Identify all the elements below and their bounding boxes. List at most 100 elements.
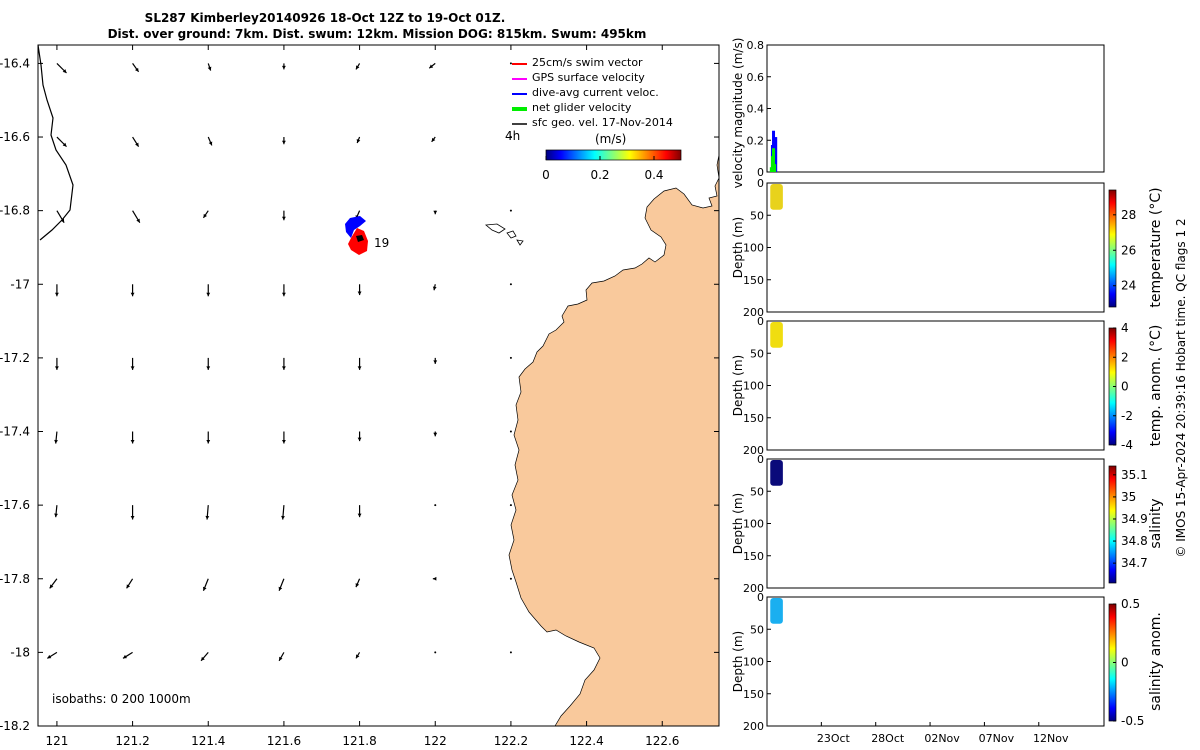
map-frame — [37, 44, 720, 727]
map-y-tick-label: -16.6 — [0, 130, 30, 144]
depth-y-tick-label: 50 — [750, 485, 764, 498]
geo-vector — [132, 136, 140, 147]
velocity-panel-frame — [766, 44, 1105, 173]
legend-entry-swim: 25cm/s swim vector — [512, 56, 643, 69]
map-y-tick-label: -17.6 — [0, 498, 30, 512]
depth-y-tick-label: 200 — [743, 720, 764, 733]
depth-panel-frame — [766, 182, 1105, 313]
geo-vector — [433, 431, 438, 437]
geo-vector — [207, 136, 213, 146]
colorbar-tick-label: 24 — [1121, 279, 1136, 293]
map-x-tick-label: 121.2 — [115, 734, 149, 748]
geo-vector — [356, 136, 361, 144]
legend-geo-label: sfc geo. vel. 17-Nov-2014 — [532, 116, 673, 129]
land-mass — [509, 155, 719, 726]
geo-vector — [130, 431, 135, 444]
geo-vector — [509, 651, 512, 654]
velocity-ylabel: velocity magnitude (m/s) — [731, 38, 745, 189]
dive-avg-current-marks — [345, 216, 366, 238]
geo-vector — [126, 578, 134, 589]
depth-y-tick-label: 50 — [750, 209, 764, 222]
geo-vector — [281, 137, 286, 145]
colorbar-tick-label: 34.8 — [1121, 534, 1148, 548]
map-y-tick-label: -18.2 — [0, 719, 30, 733]
geo-vector — [56, 210, 65, 223]
footer-credit: © IMOS 15-Apr-2024 20:39:16 Hobart time.… — [1174, 218, 1188, 557]
depth-ylabel: Depth (m) — [731, 355, 745, 416]
velocity-y-tick-label: 0.2 — [747, 134, 765, 147]
geo-vector — [130, 357, 135, 370]
geo-vector — [431, 136, 436, 143]
island-3 — [516, 239, 524, 246]
depth-y-tick-label: 0 — [757, 453, 764, 466]
geo-vector — [122, 651, 133, 659]
depth-y-tick-label: 0 — [757, 315, 764, 328]
temp-anomaly-panel: 0 50 100 150 200 Depth (m) -4 -2 0 2 4 temp. anom. … — [731, 315, 1164, 457]
map-y-tick-label: -18 — [10, 645, 30, 659]
colorbar-tick-label: 2 — [1121, 350, 1129, 364]
island-1 — [485, 223, 506, 234]
geo-vector — [281, 284, 286, 297]
glider-track — [345, 216, 368, 255]
colorbar-label: temperature (°C) — [1148, 187, 1164, 307]
isobath-line — [38, 45, 74, 241]
depth-panel-frame — [766, 596, 1105, 727]
geo-vector — [132, 63, 140, 73]
time-label: 4h — [505, 129, 520, 143]
date-x-tick-label: 23Oct — [817, 732, 851, 745]
geo-vector — [357, 505, 362, 518]
date-x-tick-label: 12Nov — [1033, 732, 1069, 745]
geo-vector — [434, 504, 437, 507]
map-x-axis: 121 121.2 121.4 121.6 121.8 122 122.2 122.4 122.… — [45, 45, 679, 748]
geo-vector — [54, 357, 59, 370]
island-2 — [506, 230, 517, 239]
colorbar-tick-label: 4 — [1121, 321, 1129, 335]
speed-cb-tick-label: 0 — [542, 168, 550, 182]
depth-y-tick-label: 200 — [743, 306, 764, 319]
colorbar-tick-label: 0 — [1121, 656, 1129, 670]
geo-vector — [281, 431, 286, 444]
legend-entry-geo: sfc geo. vel. 17-Nov-2014 — [512, 116, 673, 129]
geo-vector — [206, 284, 211, 297]
colorbar-label: salinity anom. — [1148, 612, 1164, 711]
geo-vector — [132, 210, 141, 223]
profile-mark — [770, 184, 783, 210]
depth-panel-frame — [766, 320, 1105, 451]
colorbar-ramp — [1108, 189, 1117, 308]
depth-y-tick-label: 50 — [750, 623, 764, 636]
geo-vector — [46, 651, 58, 659]
colorbar-tick-label: -2 — [1121, 409, 1133, 423]
map-panel: 19 isobaths: 0 200 1000m 121 121.2 121.4 12… — [0, 44, 720, 748]
geo-vector — [205, 505, 210, 520]
geo-vector — [281, 357, 286, 370]
geo-vector — [49, 578, 58, 589]
velocity-y-tick-label: 0.8 — [747, 39, 765, 52]
geo-vector — [207, 63, 212, 71]
isobath-note: isobaths: 0 200 1000m — [52, 692, 191, 706]
depth-y-tick-label: 150 — [743, 412, 764, 425]
geo-vector — [206, 357, 211, 370]
geo-vector — [428, 62, 436, 69]
depth-y-tick-label: 100 — [743, 242, 764, 255]
profile-mark — [770, 460, 783, 486]
geo-vector — [509, 62, 512, 65]
depth-y-tick-label: 150 — [743, 550, 764, 563]
map-x-tick-label: 122.2 — [494, 734, 528, 748]
colorbar-tick-label: 0.5 — [1121, 597, 1140, 611]
geo-vector — [509, 577, 512, 580]
geo-vector — [281, 210, 286, 221]
colorbar-tick-label: -0.5 — [1121, 714, 1144, 728]
velocity-y-tick-label: 0 — [757, 166, 764, 179]
geo-vector — [357, 357, 362, 370]
velocity-y-tick-label: 0.4 — [747, 103, 765, 116]
depth-ylabel: Depth (m) — [731, 493, 745, 554]
geo-vector — [509, 283, 512, 286]
legend-dive-label: dive-avg current veloc. — [532, 86, 659, 99]
velocity-y-tick-label: 0.6 — [747, 71, 765, 84]
depth-y-tick-label: 150 — [743, 274, 764, 287]
geo-vector — [281, 63, 286, 70]
map-x-tick-label: 121.4 — [191, 734, 225, 748]
depth-y-tick-label: 150 — [743, 688, 764, 701]
geo-vector — [432, 284, 437, 291]
colorbar-tick-label: 34.9 — [1121, 512, 1148, 526]
